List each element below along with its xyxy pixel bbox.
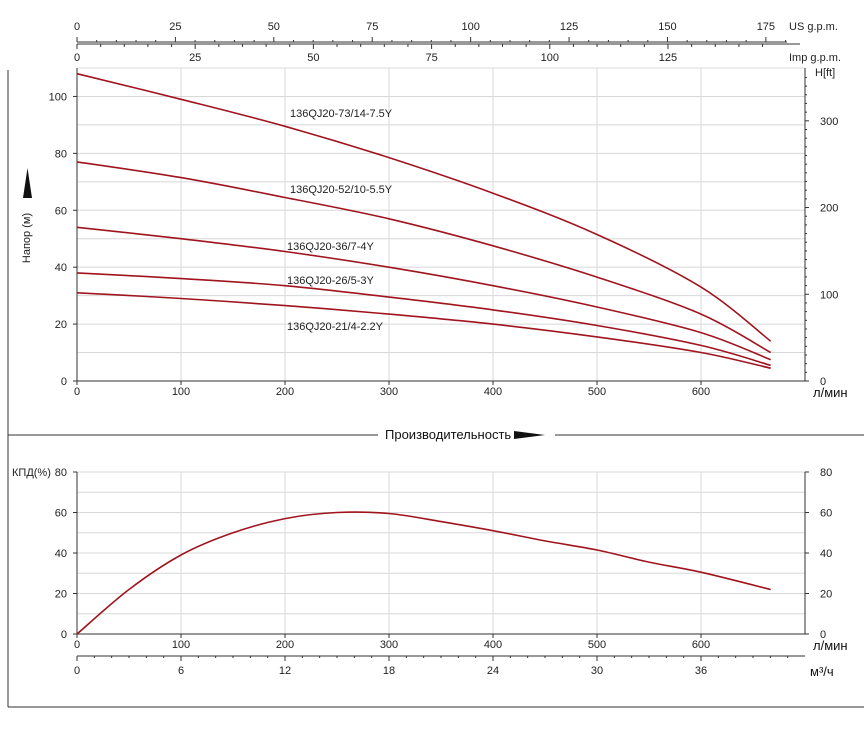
eff-y-tick-label: 60 [55, 508, 67, 520]
performance-label: Производительность [385, 427, 511, 442]
eff-x-tick-label: 300 [380, 639, 398, 651]
head-y-tick-label: 40 [55, 262, 67, 274]
eff-y2-tick-label: 40 [820, 548, 832, 560]
eff-y2-tick-label: 20 [820, 589, 832, 601]
eff-x-tick-label: 0 [74, 639, 80, 651]
m3h-tick-label: 18 [383, 665, 395, 677]
head-y-tick-label: 60 [55, 205, 67, 217]
us-gpm-tick-label: 50 [268, 21, 280, 33]
m3h-tick-label: 0 [74, 665, 80, 677]
us-gpm-unit-label: US g.p.m. [789, 21, 838, 33]
imp-gpm-tick-label: 25 [189, 52, 201, 64]
eff-x-tick-label: 500 [588, 639, 606, 651]
head-curve-3 [76, 226, 771, 361]
head-y-tick-label: 100 [49, 91, 67, 103]
head-curve-label: 136QJ20-73/14-7.5Y [290, 108, 393, 120]
imp-gpm-tick-label: 100 [541, 52, 559, 64]
head-x-tick-label: 600 [692, 386, 710, 398]
us-gpm-tick-label: 25 [169, 21, 181, 33]
head-arrow-icon [23, 168, 32, 198]
imp-gpm-tick-label: 75 [425, 52, 437, 64]
head-x-tick-label: 300 [380, 386, 398, 398]
eff-y-tick-label: 80 [55, 467, 67, 479]
head-curve-label: 136QJ20-36/7-4Y [287, 241, 374, 253]
us-gpm-tick-label: 100 [461, 21, 479, 33]
imp-gpm-tick-label: 125 [659, 52, 677, 64]
m3h-unit-label: м³/ч [810, 664, 834, 679]
imp-gpm-tick-label: 50 [307, 52, 319, 64]
head-y-tick-label: 80 [55, 148, 67, 160]
efficiency-plot: 0 100 200 300 400 500 600 л/мин020406080КПД(%)0… [12, 467, 848, 679]
eff-x-tick-label: 100 [172, 639, 190, 651]
efficiency-curve [76, 511, 771, 635]
us-gpm-tick-label: 150 [658, 21, 676, 33]
head-curve-1 [76, 72, 772, 342]
head-curve-label: 136QJ20-21/4-2.2Y [287, 321, 384, 333]
head-curve-4 [76, 272, 771, 367]
head-curve-2 [76, 161, 772, 354]
head-axis-label-group: Напор (м) [21, 168, 33, 263]
us-gpm-tick-label: 75 [366, 21, 378, 33]
head-y2-tick-label: 300 [820, 116, 838, 128]
eff-y-unit-label: КПД(%) [12, 467, 51, 479]
m3h-tick-label: 30 [591, 665, 603, 677]
head-curve-label: 136QJ20-26/5-3Y [287, 275, 374, 287]
head-x-unit-label: л/мин [813, 385, 848, 400]
head-axis-label: Напор (м) [21, 213, 33, 263]
us-gpm-tick-label: 125 [560, 21, 578, 33]
head-x-tick-label: 100 [172, 386, 190, 398]
m3h-tick-label: 6 [178, 665, 184, 677]
us-gpm-tick-label: 0 [74, 21, 80, 33]
eff-y-tick-label: 20 [55, 589, 67, 601]
eff-y2-tick-label: 80 [820, 467, 832, 479]
head-x-tick-label: 0 [74, 386, 80, 398]
eff-y2-tick-label: 60 [820, 508, 832, 520]
us-gpm-tick-label: 175 [757, 21, 775, 33]
head-y2-tick-label: 100 [820, 289, 838, 301]
head-y2-tick-label: 200 [820, 203, 838, 215]
head-y-tick-label: 0 [61, 376, 67, 388]
eff-x-tick-label: 600 [692, 639, 710, 651]
eff-y-tick-label: 40 [55, 548, 67, 560]
top-flow-axes: 0 25 50 75 100 125 150 175 US g.p.m. 0 25 50 75 100 12… [74, 21, 841, 64]
head-y-tick-label: 20 [55, 319, 67, 331]
head-curve-label: 136QJ20-52/10-5.5Y [290, 184, 393, 196]
head-x-tick-label: 500 [588, 386, 606, 398]
m3h-tick-label: 36 [695, 665, 707, 677]
head-plot: 0 100 200 300 400 500 600 л/мин0204060801000100… [49, 67, 848, 400]
eff-x-unit-label: л/мин [813, 638, 848, 653]
m3h-tick-label: 12 [279, 665, 291, 677]
eff-x-tick-label: 400 [484, 639, 502, 651]
eff-y-tick-label: 0 [61, 629, 67, 641]
head-x-tick-label: 400 [484, 386, 502, 398]
head-x-tick-label: 200 [276, 386, 294, 398]
head-y2-tick-label: 0 [820, 376, 826, 388]
eff-x-tick-label: 200 [276, 639, 294, 651]
imp-gpm-tick-label: 0 [74, 52, 80, 64]
head-curve-5 [76, 292, 771, 369]
m3h-tick-label: 24 [487, 665, 499, 677]
performance-arrow-icon [514, 431, 545, 439]
eff-y2-tick-label: 0 [820, 629, 826, 641]
head-y2-unit-label: H[ft] [815, 67, 835, 79]
imp-gpm-unit-label: Imp g.p.m. [789, 52, 841, 64]
